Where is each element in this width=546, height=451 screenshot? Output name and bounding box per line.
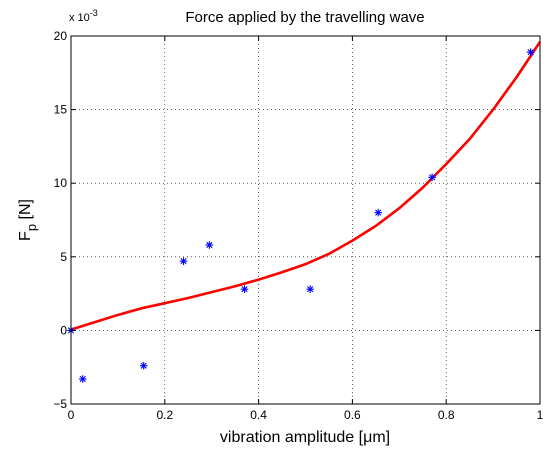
data-point-marker bbox=[179, 257, 188, 266]
data-point-marker bbox=[374, 208, 382, 217]
fit-curve bbox=[70, 41, 542, 331]
x-tick-label: 0.6 bbox=[344, 408, 361, 422]
y-axis-label-unit: [N] bbox=[17, 199, 34, 224]
grid-lines bbox=[71, 36, 540, 404]
data-point-marker bbox=[526, 48, 535, 56]
data-point-marker bbox=[78, 375, 87, 383]
x-tick-label: 0.8 bbox=[438, 408, 455, 422]
y-tick-label: 15 bbox=[54, 103, 68, 117]
x-tick-label: 0.2 bbox=[156, 408, 173, 422]
data-point-marker bbox=[139, 361, 148, 370]
data-point-marker bbox=[240, 285, 249, 293]
data-markers-layer bbox=[67, 48, 535, 383]
y-tick-label: −5 bbox=[53, 397, 67, 411]
y-exponent-prefix: x 10 bbox=[69, 12, 90, 24]
chart-title: Force applied by the travelling wave bbox=[185, 9, 424, 26]
data-point-marker bbox=[428, 173, 436, 182]
y-tick-label: 0 bbox=[60, 323, 67, 337]
x-tick-label: 0 bbox=[68, 408, 75, 422]
y-exponent-power: -3 bbox=[90, 8, 98, 18]
plot-area bbox=[71, 36, 540, 404]
x-axis-label: vibration amplitude [μm] bbox=[220, 429, 390, 446]
plot-frame bbox=[70, 35, 541, 405]
y-tick-label: 5 bbox=[60, 250, 67, 264]
fit-curve-layer bbox=[70, 41, 542, 331]
x-tick-label: 0.4 bbox=[250, 408, 267, 422]
x-tick-label: 1 bbox=[537, 408, 544, 422]
y-axis-label-sub: p bbox=[24, 224, 39, 231]
y-tick-label: 10 bbox=[54, 176, 68, 190]
y-exponent-label: x 10-3 bbox=[69, 8, 98, 24]
data-point-marker bbox=[205, 241, 214, 249]
axis-ticks bbox=[70, 35, 541, 405]
data-point-marker bbox=[306, 285, 314, 293]
y-axis-label-main: F bbox=[17, 231, 34, 241]
y-axis-label: Fp [N] bbox=[17, 199, 39, 241]
y-tick-label: 20 bbox=[54, 29, 68, 43]
